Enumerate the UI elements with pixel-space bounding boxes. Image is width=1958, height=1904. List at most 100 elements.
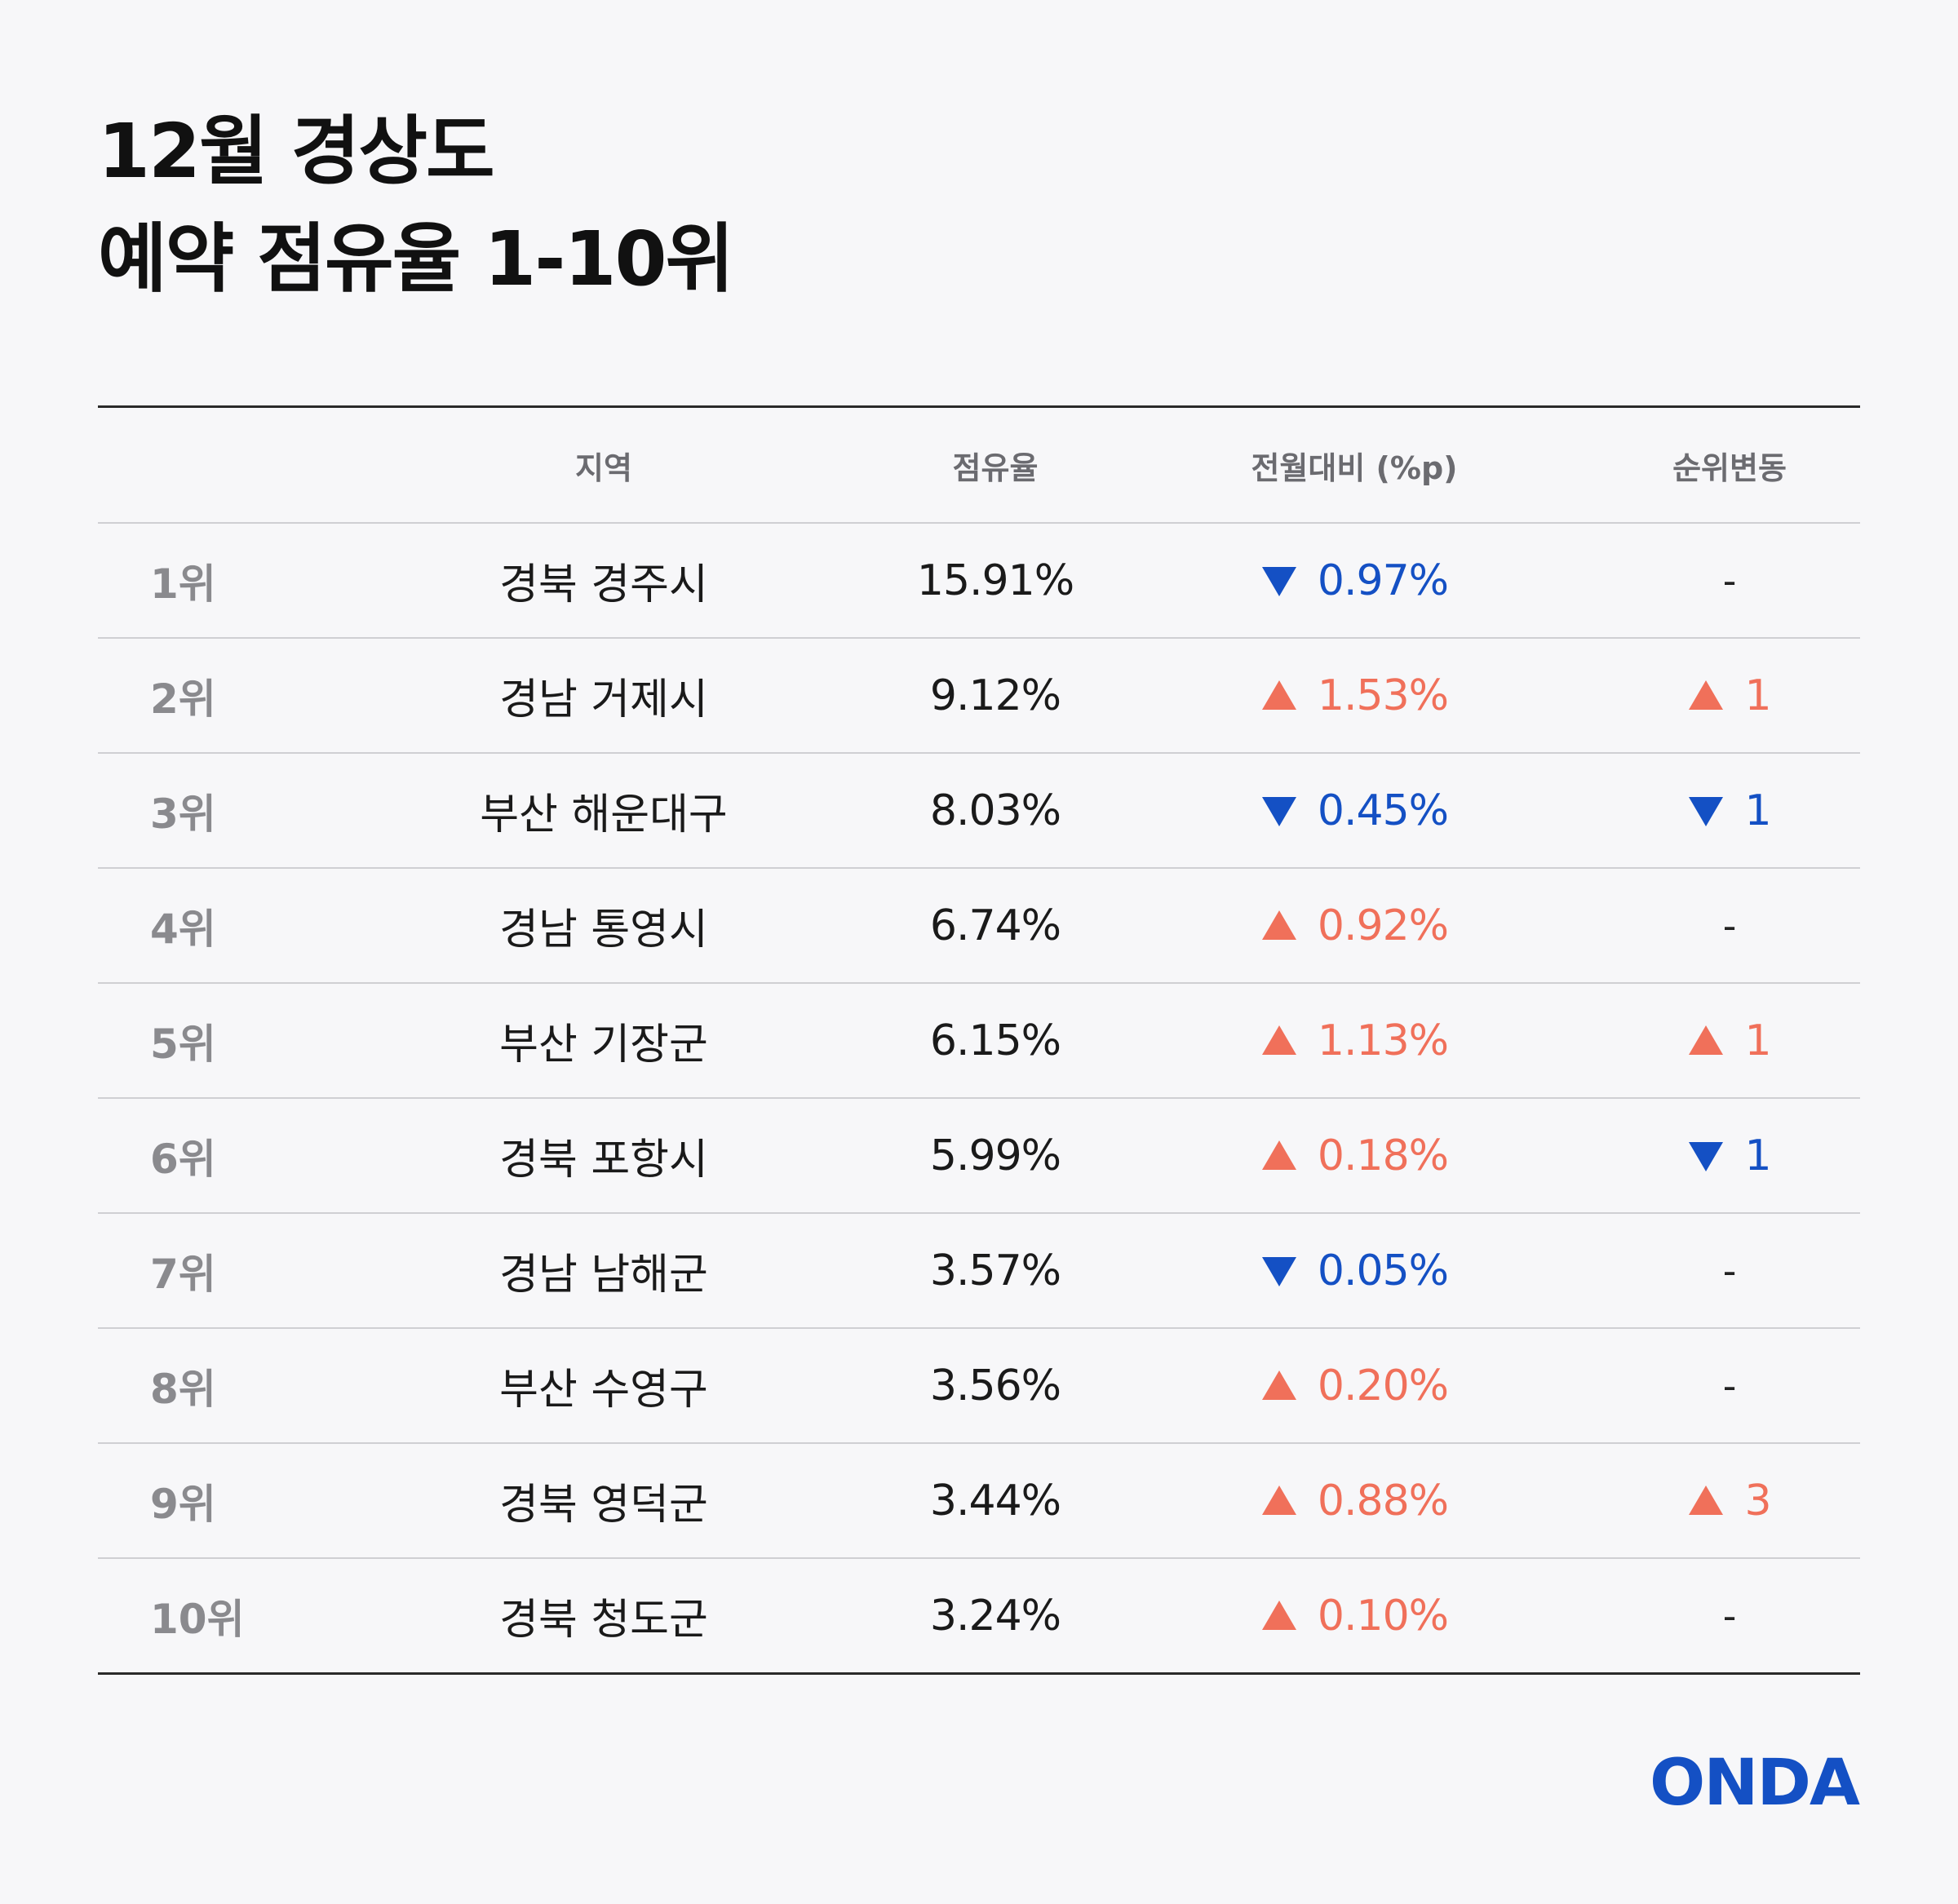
triangle-up-icon — [1261, 1025, 1296, 1055]
rank-change-cell: 1 — [1607, 1099, 1852, 1212]
share-value: 5.99% — [929, 1131, 1061, 1180]
triangle-up-icon — [1261, 1140, 1296, 1170]
rank-label: 2위 — [150, 675, 216, 723]
region-name: 경북 포항시 — [499, 1136, 708, 1184]
rank-change-cell: - — [1607, 1214, 1852, 1327]
rank-change-value: 1 — [1744, 786, 1772, 835]
rank-change-value: - — [1722, 558, 1737, 603]
ranking-table: 지역 점유율 전월대비 (%p) 순위변동 1위 경북 경주시 15.91% 0.97… — [98, 405, 1860, 1675]
rank-change-value: 1 — [1744, 1131, 1772, 1180]
rank-change-value: - — [1722, 1248, 1737, 1293]
change-cell: 0.92% — [1183, 869, 1526, 982]
region-name: 경북 영덕군 — [499, 1481, 708, 1530]
rank-label: 6위 — [150, 1135, 216, 1183]
rank-change-cell: - — [1607, 524, 1852, 637]
onda-logo: ONDA — [1650, 1747, 1860, 1811]
rank-change-value: - — [1722, 903, 1737, 948]
rank-change-value: 1 — [1744, 1016, 1772, 1065]
change-value: 0.20% — [1317, 1361, 1449, 1410]
rank-change-value: - — [1722, 1593, 1737, 1638]
change-value: 1.53% — [1317, 671, 1449, 720]
change-cell: 0.45% — [1183, 754, 1526, 867]
change-value: 0.05% — [1317, 1246, 1449, 1295]
triangle-up-icon — [1689, 1025, 1724, 1055]
rank-change-cell: 1 — [1607, 754, 1852, 867]
title-line-1: 12월 경상도 — [98, 108, 495, 195]
rank-label: 8위 — [150, 1365, 216, 1413]
header-change: 전월대비 (%p) — [1251, 449, 1458, 486]
region-name: 경남 남해군 — [499, 1251, 708, 1300]
table-row: 4위 경남 통영시 6.74% 0.92% - — [98, 869, 1860, 984]
rank-change-cell: 3 — [1607, 1444, 1852, 1557]
change-value: 0.88% — [1317, 1476, 1449, 1525]
region-name: 경남 거제시 — [499, 675, 708, 724]
table-row: 1위 경북 경주시 15.91% 0.97% - — [98, 524, 1860, 639]
rank-label: 4위 — [150, 905, 216, 953]
triangle-down-icon — [1261, 796, 1296, 826]
table-row: 6위 경북 포항시 5.99% 0.18% 1 — [98, 1099, 1860, 1214]
header-share: 점유율 — [952, 449, 1039, 486]
share-value: 15.91% — [916, 556, 1074, 605]
change-value: 0.92% — [1317, 901, 1449, 950]
title-line-2: 예약 점유율 1-10위 — [98, 215, 734, 303]
share-value: 3.57% — [929, 1246, 1061, 1295]
rank-label: 7위 — [150, 1250, 216, 1298]
rank-label: 3위 — [150, 790, 216, 838]
region-name: 경남 통영시 — [499, 906, 708, 954]
rank-change-cell: - — [1607, 869, 1852, 982]
share-value: 3.56% — [929, 1361, 1061, 1410]
change-cell: 0.20% — [1183, 1329, 1526, 1442]
rank-change-cell: - — [1607, 1329, 1852, 1442]
triangle-down-icon — [1261, 566, 1296, 596]
triangle-up-icon — [1689, 680, 1724, 710]
region-name: 경북 경주시 — [499, 560, 708, 609]
share-value: 9.12% — [929, 671, 1061, 720]
change-value: 0.45% — [1317, 786, 1449, 835]
table-row: 5위 부산 기장군 6.15% 1.13% 1 — [98, 984, 1860, 1099]
share-value: 6.15% — [929, 1016, 1061, 1065]
change-value: 0.18% — [1317, 1131, 1449, 1180]
rank-change-value: 3 — [1744, 1476, 1772, 1525]
triangle-down-icon — [1261, 1256, 1296, 1286]
rank-change-value: - — [1722, 1363, 1737, 1408]
triangle-up-icon — [1261, 680, 1296, 710]
change-cell: 1.13% — [1183, 984, 1526, 1097]
change-cell: 1.53% — [1183, 639, 1526, 752]
rank-label: 5위 — [150, 1020, 216, 1068]
region-name: 부산 기장군 — [499, 1021, 708, 1069]
region-name: 부산 수영구 — [499, 1366, 708, 1415]
change-cell: 0.88% — [1183, 1444, 1526, 1557]
header-region: 지역 — [575, 449, 632, 486]
change-cell: 0.05% — [1183, 1214, 1526, 1327]
table-row: 3위 부산 해운대구 8.03% 0.45% 1 — [98, 754, 1860, 869]
table-row: 7위 경남 남해군 3.57% 0.05% - — [98, 1214, 1860, 1329]
share-value: 3.44% — [929, 1476, 1061, 1525]
rank-change-cell: 1 — [1607, 639, 1852, 752]
change-cell: 0.97% — [1183, 524, 1526, 637]
table-row: 8위 부산 수영구 3.56% 0.20% - — [98, 1329, 1860, 1444]
share-value: 3.24% — [929, 1591, 1061, 1641]
page-title: 12월 경상도 예약 점유율 1-10위 — [98, 98, 734, 313]
triangle-up-icon — [1261, 1600, 1296, 1630]
table-row: 10위 경북 청도군 3.24% 0.10% - — [98, 1559, 1860, 1672]
region-name: 부산 해운대구 — [480, 790, 728, 839]
triangle-up-icon — [1261, 910, 1296, 940]
rank-label: 1위 — [150, 560, 216, 608]
rank-change-cell: - — [1607, 1559, 1852, 1672]
change-value: 1.13% — [1317, 1016, 1449, 1065]
change-value: 0.97% — [1317, 556, 1449, 605]
share-value: 6.74% — [929, 901, 1061, 950]
region-name: 경북 청도군 — [499, 1596, 708, 1645]
change-value: 0.10% — [1317, 1591, 1449, 1641]
triangle-down-icon — [1689, 796, 1724, 826]
triangle-up-icon — [1261, 1370, 1296, 1400]
rank-label: 10위 — [150, 1595, 245, 1643]
rank-label: 9위 — [150, 1480, 216, 1528]
share-value: 8.03% — [929, 786, 1061, 835]
table-row: 9위 경북 영덕군 3.44% 0.88% 3 — [98, 1444, 1860, 1559]
change-cell: 0.10% — [1183, 1559, 1526, 1672]
triangle-down-icon — [1689, 1141, 1724, 1171]
rank-change-value: 1 — [1744, 671, 1772, 720]
header-rank-change: 순위변동 — [1672, 449, 1787, 486]
change-cell: 0.18% — [1183, 1099, 1526, 1212]
